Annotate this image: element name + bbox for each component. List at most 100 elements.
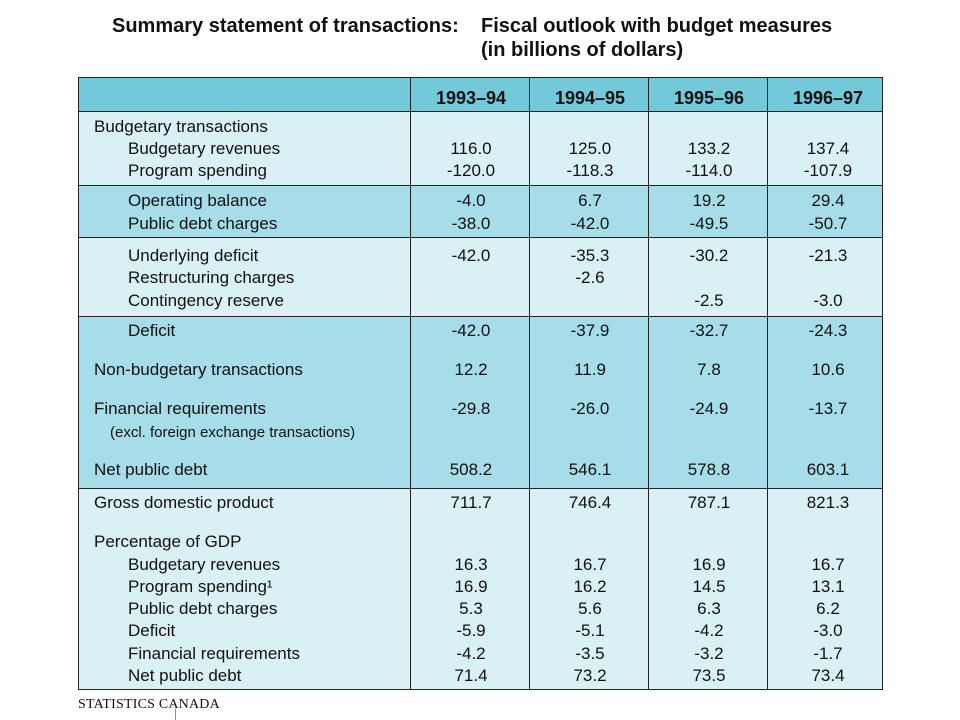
title-right: Fiscal outlook with budget measures xyxy=(481,15,833,37)
table-cell: 133.2 xyxy=(687,139,731,158)
column-header: 1994–95 xyxy=(554,88,626,108)
table-cell: -107.9 xyxy=(803,161,853,180)
header-band xyxy=(79,78,882,111)
table-cell: -49.5 xyxy=(689,214,729,233)
row-label: Program spending¹ xyxy=(128,577,273,596)
table-cell: -42.0 xyxy=(451,321,491,340)
row-label: Budgetary revenues xyxy=(128,139,281,158)
table-cell: 73.2 xyxy=(573,666,607,685)
table-cell: 16.9 xyxy=(454,577,488,596)
row-label: Deficit xyxy=(128,321,176,340)
table-cell: 711.7 xyxy=(450,493,492,512)
table-cell: -21.3 xyxy=(808,246,848,265)
title-left: Summary statement of transactions: xyxy=(112,15,459,37)
band-operating xyxy=(79,186,882,237)
row-label: Program spending xyxy=(128,161,267,180)
row-label: Budgetary transactions xyxy=(94,117,268,136)
table-cell: -3.0 xyxy=(813,291,843,310)
table-cell: -4.2 xyxy=(694,621,724,640)
table-cell: 29.4 xyxy=(811,191,845,210)
table-cell: 546.1 xyxy=(568,460,612,479)
table-cell: -50.7 xyxy=(808,214,848,233)
table-cell: 6.3 xyxy=(697,599,721,618)
table-cell: 73.5 xyxy=(692,666,726,685)
band-underlying xyxy=(79,238,882,316)
table-cell: -24.9 xyxy=(689,399,729,418)
column-header: 1995–96 xyxy=(673,88,745,108)
row-label: Underlying deficit xyxy=(128,246,259,265)
table-cell: -32.7 xyxy=(689,321,729,340)
table-cell: -3.5 xyxy=(575,644,605,663)
column-header: 1993–94 xyxy=(435,88,507,108)
title-units: (in billions of dollars) xyxy=(481,39,684,61)
footer-source: STATISTICS CANADA xyxy=(78,697,220,712)
row-divider xyxy=(79,316,882,317)
table-cell: -13.7 xyxy=(808,399,848,418)
row-label: Net public debt xyxy=(94,460,208,479)
table-cell: 16.9 xyxy=(692,555,726,574)
table-cell: 603.1 xyxy=(806,460,850,479)
table-cell: -24.3 xyxy=(808,321,848,340)
col-divider xyxy=(529,78,530,689)
row-label: Public debt charges xyxy=(128,599,278,618)
table-cell: 116.0 xyxy=(450,139,492,158)
row-label: Financial requirements xyxy=(94,399,266,418)
table-cell: 12.2 xyxy=(454,360,488,379)
table-cell: 5.6 xyxy=(578,599,602,618)
table-cell: 10.6 xyxy=(811,360,845,379)
row-label: Public debt charges xyxy=(128,214,278,233)
row-divider xyxy=(79,185,882,186)
row-divider xyxy=(79,111,882,112)
table-cell: -2.5 xyxy=(694,291,724,310)
table-cell: 7.8 xyxy=(697,360,721,379)
column-header: 1996–97 xyxy=(792,88,864,108)
table-cell: 13.1 xyxy=(811,577,845,596)
col-divider xyxy=(410,78,411,689)
row-divider xyxy=(79,237,882,238)
table-cell: -29.8 xyxy=(451,399,491,418)
table-cell: -42.0 xyxy=(570,214,610,233)
row-note: (excl. foreign exchange transactions) xyxy=(110,424,356,441)
row-label: Gross domestic product xyxy=(94,493,274,512)
row-label: Contingency reserve xyxy=(128,291,284,310)
band-budgetary xyxy=(79,112,882,185)
row-label: Deficit xyxy=(128,621,176,640)
row-label: Net public debt xyxy=(128,666,242,685)
table-cell: 16.2 xyxy=(573,577,607,596)
table-cell: 508.2 xyxy=(449,460,493,479)
table-cell: -2.6 xyxy=(575,268,605,287)
table-cell: -35.3 xyxy=(570,246,610,265)
table-cell: -5.9 xyxy=(456,621,486,640)
col-divider xyxy=(767,78,768,689)
table-cell: 821.3 xyxy=(806,493,850,512)
row-label: Budgetary revenues xyxy=(128,555,281,574)
table-cell: 16.7 xyxy=(573,555,607,574)
table-cell: -38.0 xyxy=(451,214,491,233)
text-cursor-mark xyxy=(175,709,176,720)
row-label: Restructuring charges xyxy=(128,268,295,287)
table-cell: -1.7 xyxy=(813,644,843,663)
row-divider xyxy=(79,488,882,489)
table-cell: 578.8 xyxy=(687,460,731,479)
table-cell: -30.2 xyxy=(689,246,729,265)
table-cell: -37.9 xyxy=(570,321,610,340)
table-cell: -120.0 xyxy=(446,161,496,180)
table-cell: -3.2 xyxy=(694,644,724,663)
row-label: Financial requirements xyxy=(128,644,300,663)
table-cell: 71.4 xyxy=(454,666,488,685)
table-cell: 746.4 xyxy=(568,493,612,512)
table-cell: 6.7 xyxy=(578,191,602,210)
table-cell: 6.2 xyxy=(816,599,840,618)
table-cell: 137.4 xyxy=(806,139,850,158)
table-cell: 787.1 xyxy=(687,493,731,512)
table-cell: -3.0 xyxy=(813,621,843,640)
row-label: Percentage of GDP xyxy=(94,532,242,551)
band-deficit xyxy=(79,317,882,488)
col-divider xyxy=(648,78,649,689)
table-cell: 125.0 xyxy=(568,139,612,158)
table-cell: -114.0 xyxy=(685,161,733,180)
table-cell: 14.5 xyxy=(692,577,726,596)
table-cell: -4.0 xyxy=(456,191,486,210)
table-cell: 16.3 xyxy=(454,555,488,574)
table-cell: 5.3 xyxy=(459,599,483,618)
